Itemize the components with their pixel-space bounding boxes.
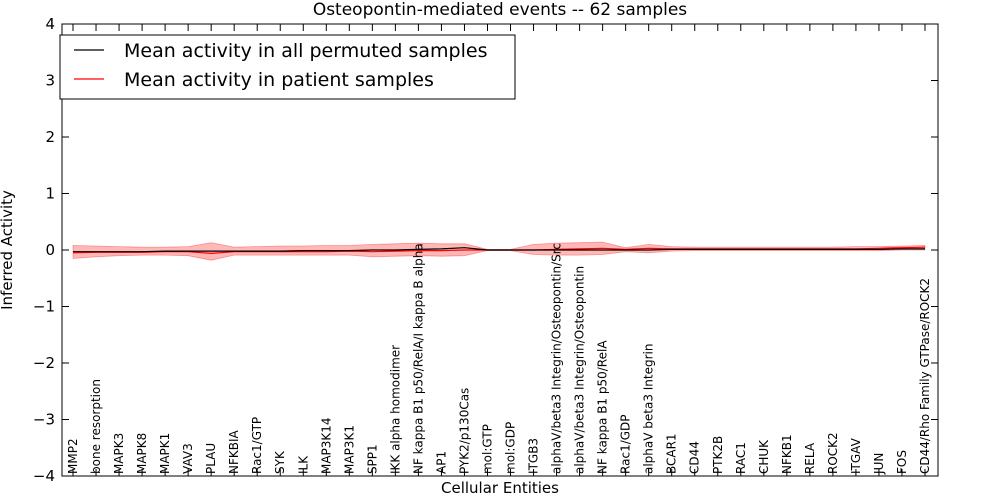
x-tick-label: bone resorption [89,379,103,474]
x-tick-label: MAPK1 [158,433,172,474]
y-tick-label: 1 [45,185,55,203]
x-tick-label: RAC1 [734,442,748,474]
x-tick-label: CD44/Rho Family GTPase/ROCK2 [918,278,932,474]
y-tick-label: 3 [45,72,55,90]
x-tick-label: alphaV/beta3 Integrin/Osteopontin/Src [550,243,564,474]
x-tick-label: NF kappa B1 p50/RelA/I kappa B alpha [411,243,425,474]
x-tick-label: PTK2B [711,436,725,474]
x-tick-label: BCAR1 [665,433,679,474]
x-axis-label: Cellular Entities [441,479,559,497]
legend-label-permuted: Mean activity in all permuted samples [124,40,487,62]
x-tick-label: Rac1/GDP [619,414,633,473]
x-tick-label: NFKB1 [780,434,794,474]
x-tick-label: alphaV beta3 Integrin [642,343,656,474]
legend-label-patient: Mean activity in patient samples [124,69,434,91]
x-tick-label: AP1 [434,451,448,474]
x-tick-label: NFKBIA [227,429,241,474]
legend: Mean activity in all permuted samples Me… [59,34,516,100]
y-tick-label: −3 [33,411,55,429]
x-tick-label: FOS [895,450,909,474]
series-line-permuted [73,247,925,253]
x-tick-label: IKK alpha homodimer [388,345,402,474]
y-axis: −4 −3 −2 −1 0 1 2 3 4 [33,15,938,485]
x-tick-label: PLAU [204,443,218,474]
chart-title: Osteopontin-mediated events -- 62 sample… [313,0,687,20]
x-tick-label: SPP1 [365,444,379,474]
x-tick-label: VAV3 [181,443,195,474]
band-layer [72,241,926,261]
x-tick-label: ILK [296,455,310,474]
y-tick-label: −4 [33,467,55,485]
y-axis-label: Inferred Activity [0,190,16,310]
x-tick-label: NF kappa B1 p50/RelA [596,340,610,474]
x-tick-label: MAP3K14 [319,417,333,474]
x-tick-labels: MMP2 bone resorption MAPK3 MAPK8 MAPK1 VAV3 PL… [66,243,932,475]
x-tick-label: PYK2/p130Cas [458,388,472,474]
x-tick-label: CD44 [688,441,702,474]
x-tick-label: alphaV/beta3 Integrin/Osteopontin [573,266,587,474]
x-tick-label: JUN [872,453,886,475]
line-layer [72,246,926,255]
band-confidence [72,241,926,261]
x-tick-label: ITGAV [849,437,863,474]
y-tick-label: 2 [45,128,55,146]
x-axis [72,24,926,476]
x-tick-label: RELA [803,442,817,474]
x-tick-label: MAP3K1 [342,425,356,474]
x-tick-label: ROCK2 [826,432,840,474]
legend-frame [59,34,516,100]
x-tick-label: mol:GDP [504,422,518,474]
y-tick-label: 4 [45,15,55,33]
x-tick-label: mol:GTP [481,424,495,474]
x-tick-label: MAPK3 [112,433,126,474]
y-tick-label: 0 [45,241,55,259]
x-tick-label: ITGB3 [527,438,541,474]
y-tick-label: −1 [33,298,55,316]
y-tick-label: −2 [33,354,55,372]
x-tick-label: MMP2 [66,438,80,474]
x-tick-label: CHUK [757,439,771,474]
x-tick-label: MAPK8 [135,433,149,474]
x-tick-label: Rac1/GTP [250,417,264,474]
x-tick-label: SYK [273,450,287,474]
